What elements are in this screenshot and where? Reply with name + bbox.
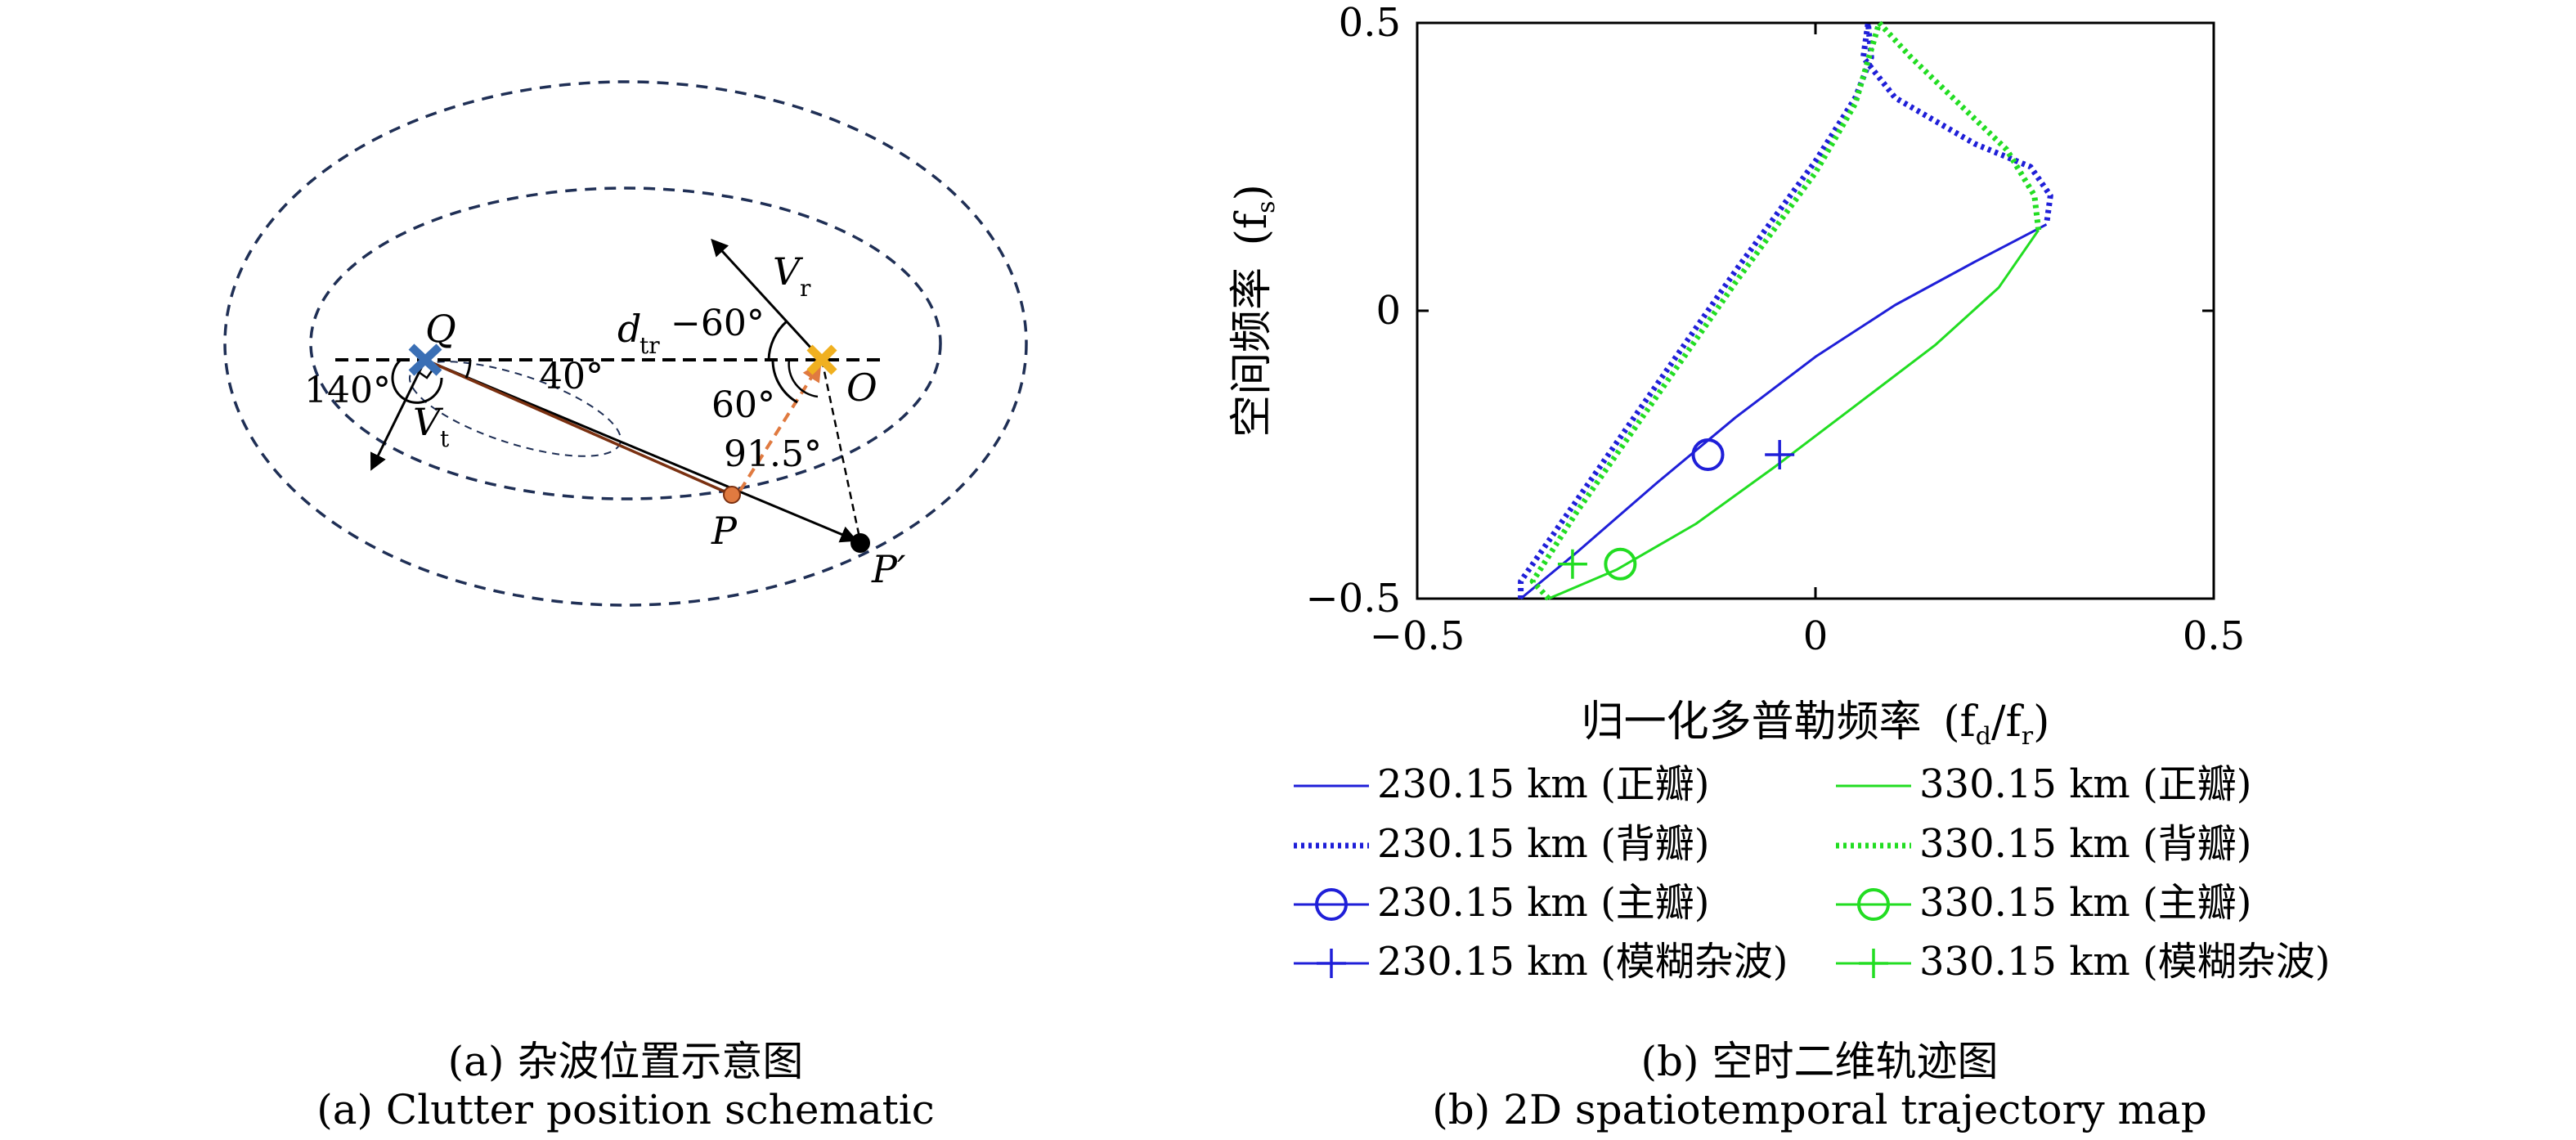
data-point-marker [1604,547,1637,581]
label-vt-sub: t [440,425,450,452]
legend-item: 230.15 km (模糊杂波) [1294,939,1788,985]
legend-label: 330.15 km (正瓣) [1919,761,2252,807]
arrow-p-o [738,361,822,492]
legend-item: 230.15 km (主瓣) [1294,880,1710,926]
caption-a-en: (a) Clutter position schematic [316,1086,935,1133]
transmitter-marker-icon [408,343,442,376]
legend-item: 330.15 km (背瓣) [1836,821,2252,867]
legend-item: 330.15 km (模糊杂波) [1836,939,2331,985]
arc-minus60 [767,320,788,361]
label-pprime: P′ [871,547,906,591]
label-angle-140: 140° [304,370,391,411]
caption-b-en: (b) 2D spatiotemporal trajectory map [1432,1086,2207,1133]
arc-140 [391,358,443,404]
legend-marker [1857,888,1890,921]
label-vt: V [413,400,444,444]
legend-label: 230.15 km (主瓣) [1377,880,1710,926]
label-q: Q [425,307,456,351]
legend-label: 230.15 km (背瓣) [1377,821,1710,867]
legend-marker [1317,949,1346,978]
data-point-marker [1765,440,1795,469]
legend-marker [1315,888,1348,921]
line-q-p [424,358,733,496]
y-tick-label: 0 [1376,288,1401,334]
point-pprime-marker [850,533,870,553]
x-tick-label: 0.5 [2183,613,2245,659]
data-point-marker [1691,438,1725,471]
legend-label: 330.15 km (主瓣) [1919,880,2252,926]
series-line [1529,20,2042,601]
x-tick-label: 0 [1803,613,1829,659]
x-axis-label: 归一化多普勒频率 (fd/fr) [1582,698,2050,751]
legend-item: 230.15 km (背瓣) [1294,821,1710,867]
label-angle-915: 91.5° [724,433,822,475]
inner-ellipse [309,186,942,500]
data-point-marker [1557,549,1587,579]
label-p: P [711,509,738,553]
line-o-pprime [820,359,862,542]
series-line [1518,20,2053,599]
label-vr-sub: r [800,275,811,302]
label-angle-60: 60° [711,384,775,426]
x-tick-label: −0.5 [1370,613,1465,659]
caption-a-cn: (a) 杂波位置示意图 [447,1038,804,1085]
legend-label: 330.15 km (背瓣) [1919,821,2252,867]
label-vr: V [773,249,804,294]
small-ellipse [408,361,622,457]
right-angle-mark [418,369,434,379]
legend-label: 330.15 km (模糊杂波) [1919,939,2331,985]
label-dtr: d [617,307,641,351]
label-angle-40: 40° [540,356,604,397]
legend-item: 330.15 km (主瓣) [1836,880,2252,926]
plot-area [1416,21,2215,600]
arc-40 [464,359,472,379]
label-angle-minus60: −60° [671,303,765,344]
point-p-marker [723,486,741,504]
clutter-schematic: Q O P P′ V r V t d tr −60° 60° 140° 40° … [223,80,1028,607]
label-o: O [846,366,877,410]
series-line [1519,223,2048,600]
legend-label: 230.15 km (正瓣) [1377,761,1710,807]
outer-ellipse [223,80,1028,607]
y-tick-label: 0.5 [1339,0,1401,46]
vt-arrow [370,359,427,471]
arc-915 [788,359,819,398]
vr-arrow [711,238,824,361]
legend-marker [1859,949,1888,978]
legend-item: 230.15 km (正瓣) [1294,761,1710,807]
arc-60 [771,359,798,404]
series-line [1548,229,2040,600]
y-tick-label: −0.5 [1305,576,1401,622]
legend-item: 330.15 km (正瓣) [1836,761,2252,807]
receiver-marker-icon [806,344,837,375]
legend-label: 230.15 km (模糊杂波) [1377,939,1788,985]
caption-b-cn: (b) 空时二维轨迹图 [1640,1038,1999,1085]
label-dtr-sub: tr [640,332,660,359]
